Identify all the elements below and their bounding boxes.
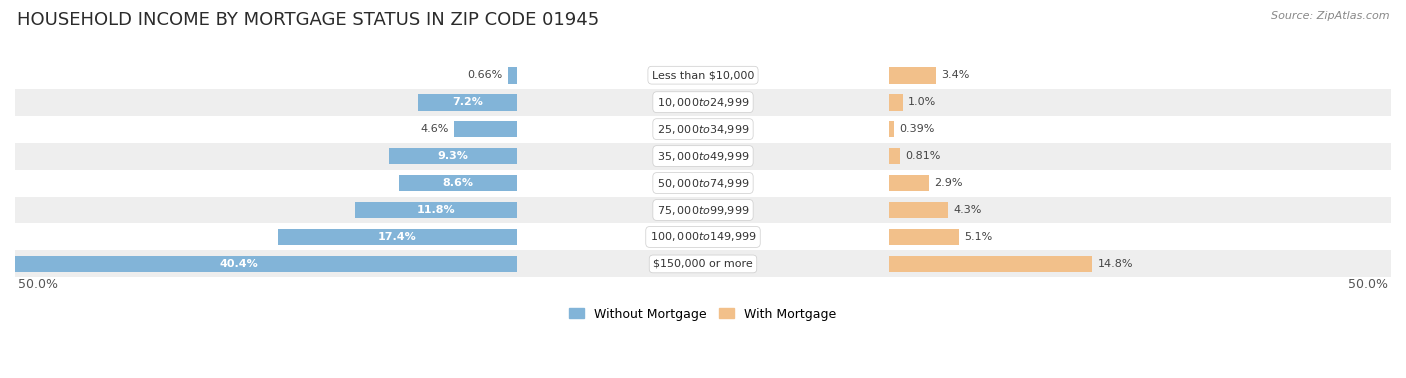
Text: 50.0%: 50.0% bbox=[1348, 278, 1388, 291]
Text: 0.66%: 0.66% bbox=[467, 70, 503, 80]
Bar bbox=[15, 89, 1391, 116]
Text: 4.6%: 4.6% bbox=[420, 124, 449, 134]
Text: 2.9%: 2.9% bbox=[934, 178, 963, 188]
Text: $10,000 to $24,999: $10,000 to $24,999 bbox=[657, 96, 749, 108]
Text: 1.0%: 1.0% bbox=[908, 97, 936, 107]
Text: 8.6%: 8.6% bbox=[443, 178, 474, 188]
Text: 9.3%: 9.3% bbox=[437, 151, 468, 161]
Bar bbox=[399, 175, 517, 191]
Text: Less than $10,000: Less than $10,000 bbox=[652, 70, 754, 80]
Text: $50,000 to $74,999: $50,000 to $74,999 bbox=[657, 177, 749, 189]
Bar bbox=[15, 62, 1391, 89]
Text: 7.2%: 7.2% bbox=[453, 97, 484, 107]
Bar bbox=[889, 256, 1092, 272]
Text: 5.1%: 5.1% bbox=[965, 232, 993, 242]
Text: 14.8%: 14.8% bbox=[1098, 259, 1133, 269]
Text: $25,000 to $34,999: $25,000 to $34,999 bbox=[657, 122, 749, 136]
Text: $35,000 to $49,999: $35,000 to $49,999 bbox=[657, 150, 749, 163]
Text: $75,000 to $99,999: $75,000 to $99,999 bbox=[657, 203, 749, 217]
Bar bbox=[508, 67, 517, 84]
Text: 3.4%: 3.4% bbox=[941, 70, 969, 80]
Text: 0.81%: 0.81% bbox=[905, 151, 941, 161]
Legend: Without Mortgage, With Mortgage: Without Mortgage, With Mortgage bbox=[569, 308, 837, 321]
Text: $100,000 to $149,999: $100,000 to $149,999 bbox=[650, 231, 756, 243]
Bar bbox=[889, 175, 929, 191]
Bar bbox=[15, 251, 1391, 277]
Bar bbox=[15, 197, 1391, 223]
Bar bbox=[15, 223, 1391, 251]
Bar bbox=[889, 94, 903, 110]
Bar bbox=[889, 121, 894, 138]
Bar bbox=[389, 148, 517, 164]
Bar bbox=[15, 170, 1391, 197]
Text: 17.4%: 17.4% bbox=[378, 232, 418, 242]
Text: $150,000 or more: $150,000 or more bbox=[654, 259, 752, 269]
Text: 40.4%: 40.4% bbox=[219, 259, 259, 269]
Text: 50.0%: 50.0% bbox=[18, 278, 58, 291]
Text: HOUSEHOLD INCOME BY MORTGAGE STATUS IN ZIP CODE 01945: HOUSEHOLD INCOME BY MORTGAGE STATUS IN Z… bbox=[17, 11, 599, 29]
Bar bbox=[889, 201, 948, 218]
Text: 4.3%: 4.3% bbox=[953, 205, 981, 215]
Bar bbox=[889, 67, 935, 84]
Text: Source: ZipAtlas.com: Source: ZipAtlas.com bbox=[1271, 11, 1389, 21]
Bar bbox=[418, 94, 517, 110]
Text: 0.39%: 0.39% bbox=[900, 124, 935, 134]
Bar bbox=[0, 256, 517, 272]
Bar bbox=[15, 143, 1391, 170]
Bar bbox=[15, 116, 1391, 143]
Bar bbox=[889, 229, 959, 245]
Bar bbox=[278, 229, 517, 245]
Bar bbox=[454, 121, 517, 138]
Bar bbox=[889, 148, 900, 164]
Text: 11.8%: 11.8% bbox=[416, 205, 456, 215]
Bar bbox=[354, 201, 517, 218]
